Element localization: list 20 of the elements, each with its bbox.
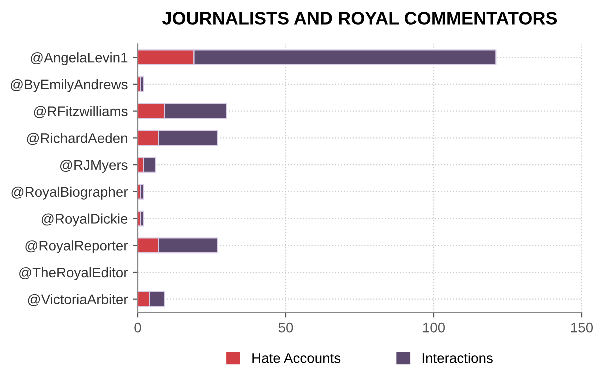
- y-tick-label: @RoyalReporter: [26, 240, 128, 254]
- bar: [140, 76, 144, 92]
- y-tick-label: @RoyalBiographer: [12, 186, 128, 200]
- x-tick-label: 50: [278, 322, 294, 333]
- chart-title: JOURNALISTS AND ROYAL COMMENTATORS: [162, 12, 558, 25]
- y-tick-label: @RoyalDickie: [42, 214, 128, 227]
- y-tick-label: @ByEmilyAndrews: [11, 79, 128, 92]
- x-tick-label: 150: [571, 322, 594, 333]
- y-tick-label: @TheRoyalEditor: [20, 267, 128, 280]
- y-tick-label: @RFitzwilliams: [34, 106, 128, 118]
- y-tick-label: @AngelaLevin1: [31, 52, 128, 66]
- legend-label: Interactions: [422, 353, 493, 364]
- y-tick-label: @RJMyers: [60, 160, 128, 173]
- y-tick-label: @RichardAeden: [27, 133, 128, 146]
- x-tick-label: 0: [134, 322, 142, 333]
- legend-label: Hate Accounts: [252, 354, 341, 364]
- bar: [140, 184, 144, 200]
- x-tick-label: 100: [423, 322, 446, 333]
- y-tick-label: @VictoriaArbiter: [28, 294, 128, 306]
- bar: [140, 210, 144, 227]
